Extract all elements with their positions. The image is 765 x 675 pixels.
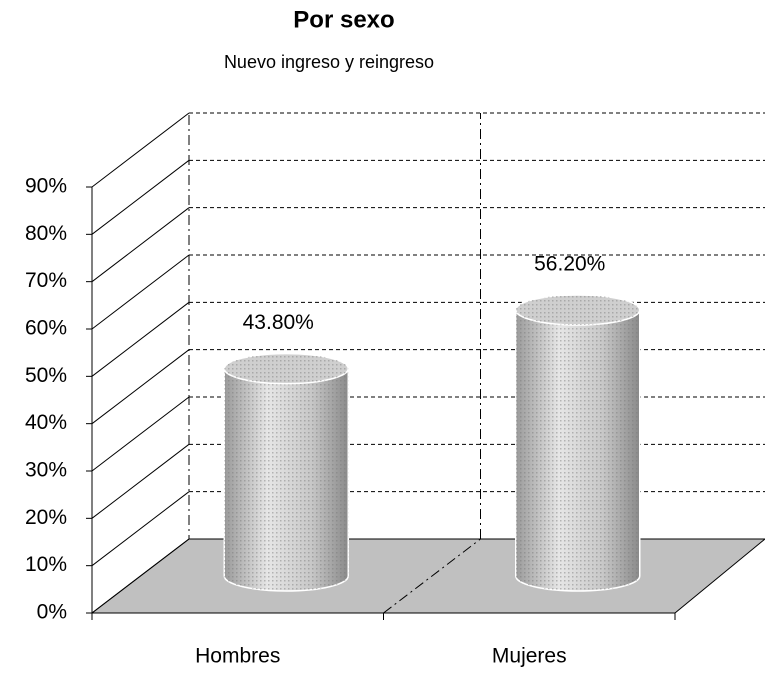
cylinder-texture <box>515 309 640 591</box>
y-tick-label: 40% <box>25 411 67 434</box>
y-tick-label: 50% <box>25 364 67 387</box>
y-tick-label: 80% <box>25 222 67 245</box>
y-tick-label: 70% <box>25 269 67 292</box>
grid-line <box>91 112 190 188</box>
floor <box>90 538 765 614</box>
chart-subtitle: Nuevo ingreso y reingreso <box>224 52 434 72</box>
y-tick-label: 0% <box>37 601 67 624</box>
data-label: 43.80% <box>243 311 314 334</box>
y-tick-label: 30% <box>25 459 67 482</box>
grid-line <box>91 301 190 377</box>
y-tick-label: 10% <box>25 553 67 576</box>
grid-line <box>91 538 190 614</box>
y-tick-label: 90% <box>25 175 67 198</box>
divider <box>383 538 481 614</box>
chart-title: Por sexo <box>293 6 394 33</box>
cylinder-texture <box>224 368 349 591</box>
grid-line <box>91 443 190 519</box>
y-tick-label: 60% <box>25 317 67 340</box>
cylinder-top-texture <box>515 294 640 325</box>
grid-line <box>91 349 190 425</box>
cylinder-top-texture <box>224 353 349 384</box>
grid-line <box>91 207 190 283</box>
grid-line <box>91 159 190 235</box>
grid-line <box>91 396 190 472</box>
grid-line <box>91 491 190 567</box>
data-label: 56.20% <box>534 253 605 276</box>
x-tick-label: Mujeres <box>492 645 567 668</box>
grid-line <box>91 254 190 330</box>
x-tick-label: Hombres <box>195 645 280 668</box>
y-tick-label: 20% <box>25 506 67 529</box>
